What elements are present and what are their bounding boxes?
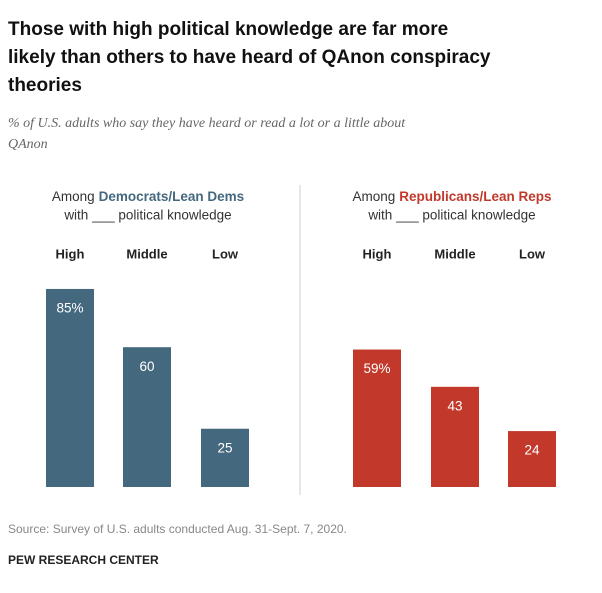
panel-heading-prefix: Among bbox=[52, 189, 95, 204]
category-label: High bbox=[363, 246, 392, 261]
title: theories bbox=[8, 75, 82, 96]
category-label: Middle bbox=[126, 246, 167, 261]
credit: PEW RESEARCH CENTER bbox=[8, 553, 159, 567]
title: Those with high political knowledge are … bbox=[8, 19, 448, 40]
source: Source: Survey of U.S. adults conducted … bbox=[8, 522, 347, 536]
category-label: Low bbox=[519, 246, 546, 261]
panel-heading-prefix: Among bbox=[352, 189, 395, 204]
panel-subheading: with ___ political knowledge bbox=[367, 208, 535, 223]
value-label: 59% bbox=[363, 361, 390, 376]
bar bbox=[123, 347, 171, 487]
subtitle: % of U.S. adults who say they have heard… bbox=[8, 116, 406, 131]
panel-subheading: with ___ political knowledge bbox=[63, 208, 231, 223]
bar bbox=[431, 386, 479, 487]
value-label: 43 bbox=[447, 398, 462, 413]
bar bbox=[508, 431, 556, 487]
category-label: Low bbox=[212, 246, 239, 261]
category-label: High bbox=[56, 246, 85, 261]
bar bbox=[201, 428, 249, 487]
title: likely than others to have heard of QAno… bbox=[8, 47, 491, 68]
panel-group: Republicans/Lean Reps bbox=[399, 189, 551, 204]
category-label: Middle bbox=[434, 246, 475, 261]
bar bbox=[353, 349, 401, 487]
subtitle: QAnon bbox=[8, 137, 48, 152]
panel-heading: Among Democrats/Lean Dems bbox=[52, 189, 244, 204]
panel-heading: Among Republicans/Lean Reps bbox=[352, 189, 551, 204]
value-label: 25 bbox=[217, 440, 232, 455]
panel-group: Democrats/Lean Dems bbox=[99, 189, 245, 204]
bar bbox=[46, 288, 94, 487]
value-label: 24 bbox=[524, 443, 540, 458]
value-label: 85% bbox=[56, 301, 83, 316]
value-label: 60 bbox=[139, 359, 154, 374]
